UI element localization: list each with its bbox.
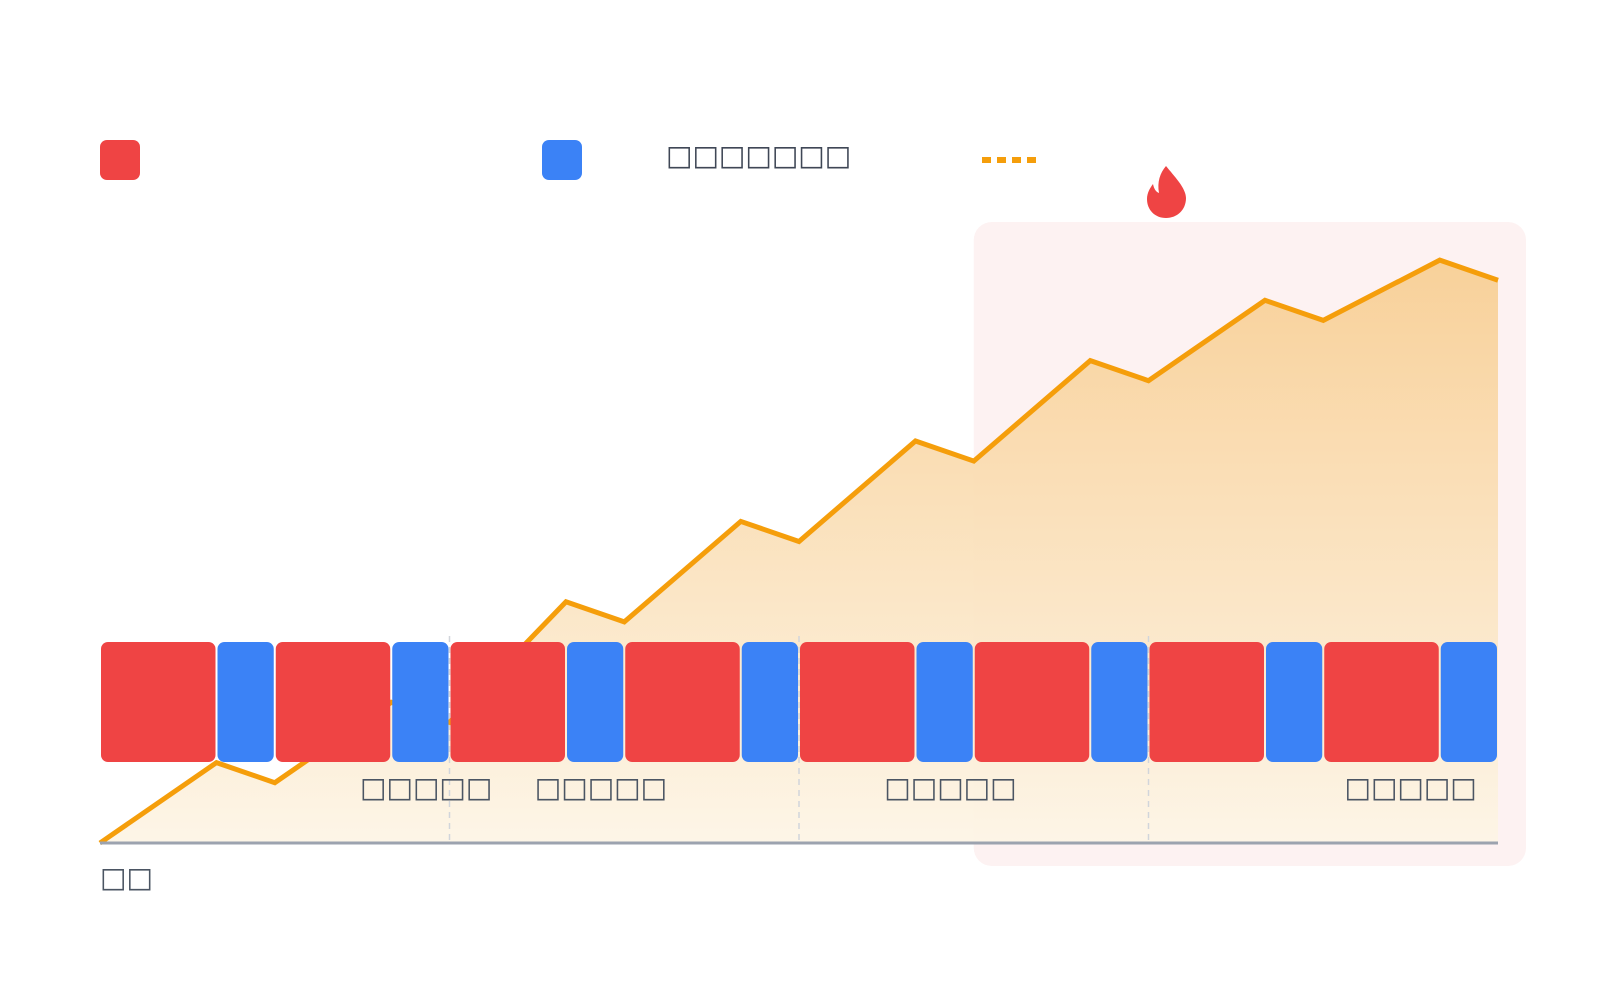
legend-swatch bbox=[100, 140, 140, 180]
work-block bbox=[1149, 642, 1264, 762]
rest-block bbox=[567, 642, 624, 762]
x-annotation-label: □□□□□ bbox=[360, 771, 492, 804]
start-label: □□ bbox=[100, 861, 153, 894]
x-annotations: □□□□□ □□□□□ □□□□□ □□□□□ bbox=[360, 771, 1477, 804]
legend: □□□□□□□ bbox=[100, 139, 1040, 180]
legend-label: □□□□□□□ bbox=[666, 139, 851, 172]
rest-block bbox=[1091, 642, 1148, 762]
x-annotation-label: □□□□□ bbox=[535, 771, 667, 804]
rest-block bbox=[217, 642, 274, 762]
x-annotation-label: □□□□□ bbox=[884, 771, 1016, 804]
work-block bbox=[974, 642, 1090, 762]
work-block bbox=[800, 642, 915, 762]
flame-icon bbox=[1147, 166, 1186, 218]
work-block bbox=[625, 642, 740, 762]
work-block bbox=[101, 642, 216, 762]
rest-block bbox=[392, 642, 449, 762]
phase-dividers bbox=[448, 636, 1150, 843]
work-block bbox=[450, 642, 565, 762]
legend-swatch bbox=[542, 140, 582, 180]
x-annotation-label: □□□□□ bbox=[1344, 771, 1476, 804]
cumulative-area bbox=[100, 260, 1498, 844]
rest-block bbox=[916, 642, 973, 762]
interval-blocks bbox=[101, 642, 1497, 762]
work-block bbox=[275, 642, 391, 762]
rest-block bbox=[1440, 642, 1497, 762]
rest-block bbox=[1266, 642, 1323, 762]
work-block bbox=[1324, 642, 1439, 762]
rest-block bbox=[741, 642, 798, 762]
